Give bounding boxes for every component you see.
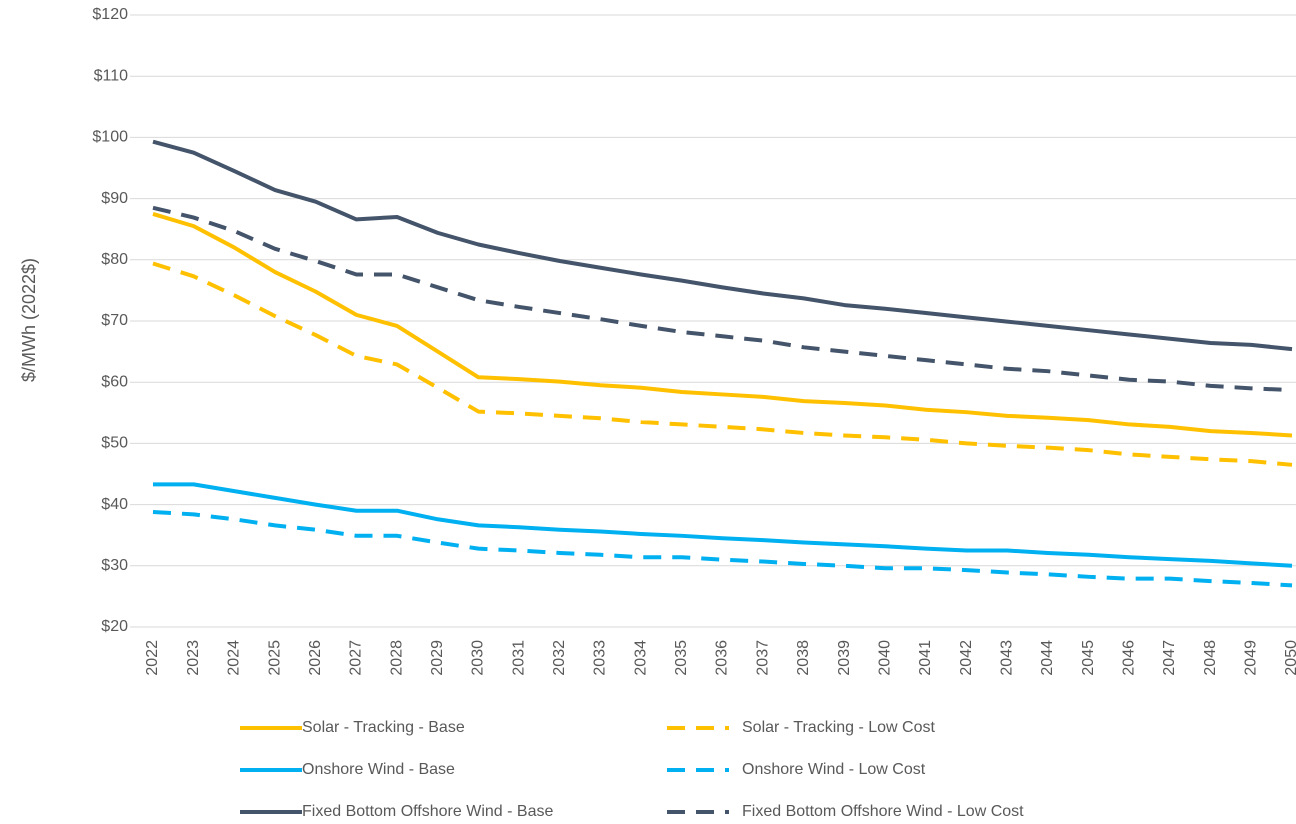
y-tick-label: $40	[101, 496, 128, 513]
x-tick-label: 2022	[144, 640, 161, 676]
y-tick-label: $70	[101, 312, 128, 329]
x-tick-label: 2026	[307, 640, 324, 676]
legend-label: Fixed Bottom Offshore Wind - Low Cost	[742, 803, 1024, 820]
y-tick-label: $60	[101, 373, 128, 390]
series-line	[152, 205, 1293, 393]
series-line	[152, 261, 1293, 467]
x-tick-label: 2050	[1283, 640, 1296, 676]
x-tick-label: 2048	[1202, 640, 1219, 676]
y-tick-label: $20	[101, 618, 128, 635]
y-tick-label: $50	[101, 435, 128, 452]
x-tick-label: 2041	[917, 640, 934, 676]
x-tick-label: 2049	[1243, 640, 1260, 676]
legend-label: Fixed Bottom Offshore Wind - Base	[302, 803, 553, 820]
x-tick-label: 2046	[1121, 640, 1138, 676]
x-tick-label: 2031	[510, 640, 527, 676]
legend-label: Onshore Wind - Base	[302, 761, 455, 778]
legend-label: Onshore Wind - Low Cost	[742, 761, 926, 778]
x-tick-label: 2025	[266, 640, 283, 676]
x-tick-label: 2042	[958, 640, 975, 676]
x-tick-label: 2044	[1039, 640, 1056, 676]
x-tick-label: 2037	[754, 640, 771, 676]
y-tick-label: $100	[92, 129, 128, 146]
x-tick-label: 2024	[226, 640, 243, 676]
x-tick-label: 2043	[998, 640, 1015, 676]
y-tick-label: $120	[92, 6, 128, 23]
x-tick-label: 2039	[836, 640, 853, 676]
x-tick-label: 2029	[429, 640, 446, 676]
legend-label: Solar - Tracking - Low Cost	[742, 719, 936, 736]
y-axis-label: $/MWh (2022$)	[19, 258, 39, 382]
x-tick-label: 2045	[1080, 640, 1097, 676]
x-tick-label: 2032	[551, 640, 568, 676]
x-tick-label: 2040	[876, 640, 893, 676]
y-tick-label: $90	[101, 190, 128, 207]
x-tick-label: 2034	[632, 640, 649, 676]
x-tick-label: 2027	[348, 640, 365, 676]
legend-label: Solar - Tracking - Base	[302, 719, 465, 736]
y-tick-label: $30	[101, 557, 128, 574]
x-tick-label: 2035	[673, 640, 690, 676]
x-tick-label: 2030	[470, 640, 487, 676]
y-tick-label: $80	[101, 251, 128, 268]
series-line	[152, 509, 1293, 588]
x-tick-label: 2036	[714, 640, 731, 676]
x-tick-label: 2023	[185, 640, 202, 676]
series-line	[152, 139, 1293, 352]
x-tick-label: 2033	[592, 640, 609, 676]
y-tick-label: $110	[94, 67, 129, 84]
series-line	[153, 482, 1293, 568]
x-tick-label: 2047	[1161, 640, 1178, 676]
x-tick-label: 2038	[795, 640, 812, 676]
x-tick-label: 2028	[388, 640, 405, 676]
series-line	[152, 211, 1293, 438]
